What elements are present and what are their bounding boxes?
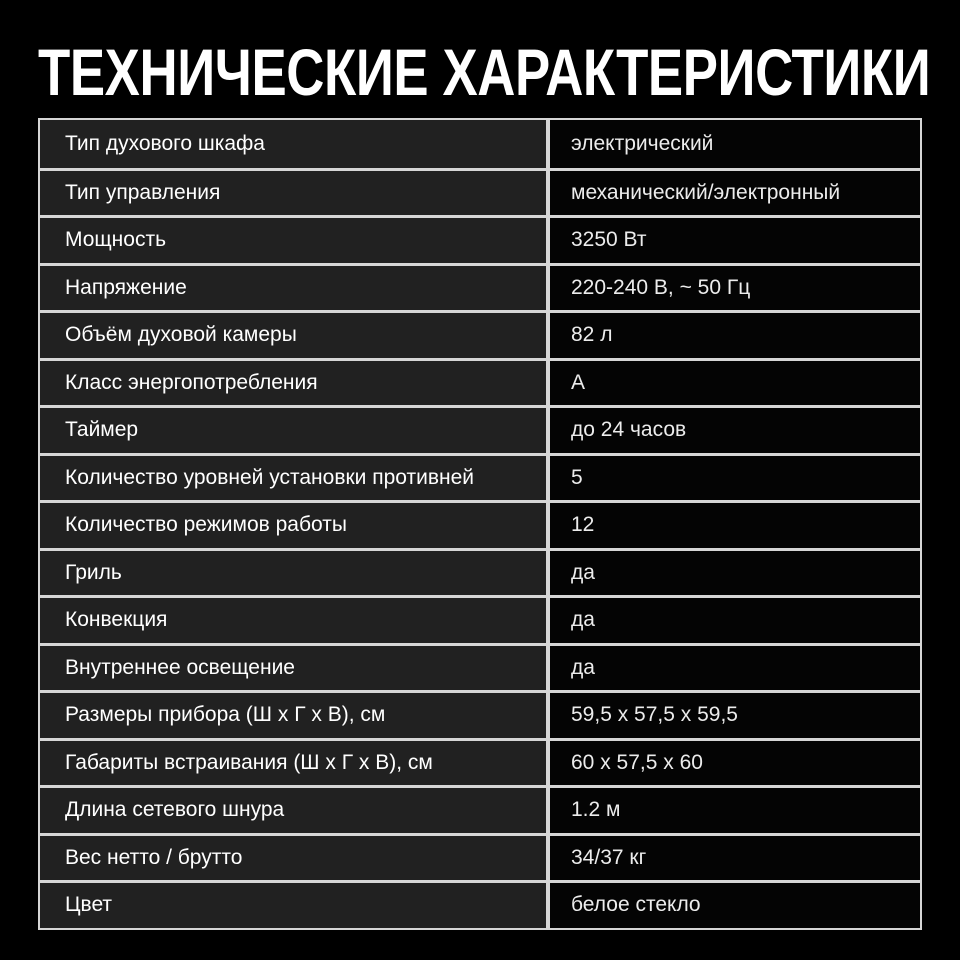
table-row: Вес нетто / брутто 34/37 кг — [40, 832, 920, 880]
spec-label: Размеры прибора (Ш х Г х В), см — [40, 693, 550, 738]
spec-value: А — [550, 360, 920, 405]
spec-label: Вес нетто / брутто — [40, 835, 550, 880]
spec-value: 82 л — [550, 313, 920, 358]
spec-value: 60 х 57,5 х 60 — [550, 740, 920, 785]
spec-label: Напряжение — [40, 265, 550, 310]
table-row: Мощность 3250 Вт — [40, 215, 920, 263]
spec-label: Таймер — [40, 408, 550, 453]
table-row: Размеры прибора (Ш х Г х В), см 59,5 х 5… — [40, 690, 920, 738]
spec-value: да — [550, 598, 920, 643]
spec-label: Класс энергопотребления — [40, 360, 550, 405]
table-row: Количество уровней установки противней 5 — [40, 452, 920, 500]
table-row: Таймер до 24 часов — [40, 405, 920, 453]
spec-value: 59,5 х 57,5 х 59,5 — [550, 693, 920, 738]
spec-value: да — [550, 645, 920, 690]
spec-value: 1.2 м — [550, 788, 920, 833]
table-row: Длина сетевого шнура 1.2 м — [40, 785, 920, 833]
spec-value: 34/37 кг — [550, 835, 920, 880]
spec-label: Объём духовой камеры — [40, 313, 550, 358]
spec-value: механический/электронный — [550, 170, 920, 215]
spec-label: Количество уровней установки противней — [40, 455, 550, 500]
spec-label: Габариты встраивания (Ш х Г х В), см — [40, 740, 550, 785]
spec-value: 3250 Вт — [550, 218, 920, 263]
table-row: Класс энергопотребления А — [40, 357, 920, 405]
spec-value: до 24 часов — [550, 408, 920, 453]
table-row: Цвет белое стекло — [40, 880, 920, 928]
spec-label: Гриль — [40, 550, 550, 595]
table-row: Гриль да — [40, 547, 920, 595]
table-row: Количество режимов работы 12 — [40, 500, 920, 548]
spec-label: Длина сетевого шнура — [40, 788, 550, 833]
spec-label: Тип духового шкафа — [40, 120, 550, 168]
spec-label: Количество режимов работы — [40, 503, 550, 548]
spec-value: 5 — [550, 455, 920, 500]
spec-label: Тип управления — [40, 170, 550, 215]
spec-value: белое стекло — [550, 883, 920, 928]
spec-label: Внутреннее освещение — [40, 645, 550, 690]
spec-value: 12 — [550, 503, 920, 548]
spec-value: да — [550, 550, 920, 595]
table-row: Тип управления механический/электронный — [40, 167, 920, 215]
page-title: ТЕХНИЧЕСКИЕ ХАРАКТЕРИСТИКИ — [38, 35, 931, 109]
table-row: Напряжение 220-240 В, ~ 50 Гц — [40, 262, 920, 310]
spec-label: Конвекция — [40, 598, 550, 643]
table-row: Тип духового шкафа электрический — [40, 120, 920, 168]
spec-label: Цвет — [40, 883, 550, 928]
table-row: Конвекция да — [40, 595, 920, 643]
table-row: Внутреннее освещение да — [40, 642, 920, 690]
spec-value: электрический — [550, 120, 920, 168]
spec-table: Тип духового шкафа электрический Тип упр… — [38, 118, 922, 930]
table-row: Объём духовой камеры 82 л — [40, 310, 920, 358]
table-row: Габариты встраивания (Ш х Г х В), см 60 … — [40, 737, 920, 785]
spec-label: Мощность — [40, 218, 550, 263]
spec-value: 220-240 В, ~ 50 Гц — [550, 265, 920, 310]
